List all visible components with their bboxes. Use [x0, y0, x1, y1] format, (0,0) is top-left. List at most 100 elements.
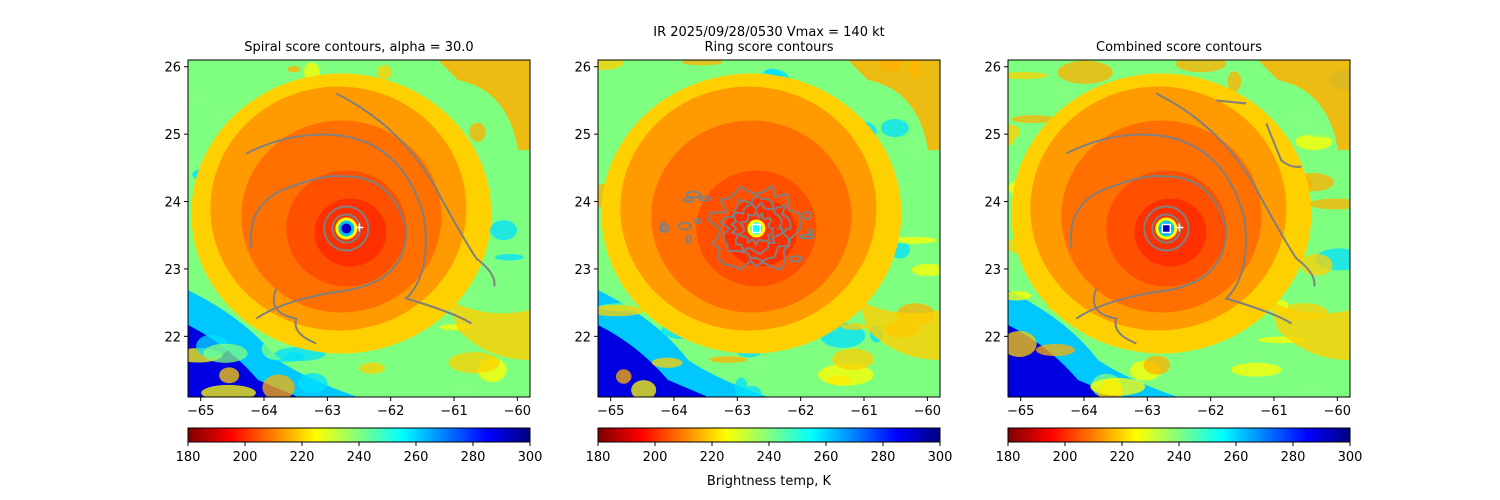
x-tick-label: −64 — [660, 404, 687, 419]
colorbar — [1007, 427, 1351, 443]
panel-title: Ring score contours — [704, 40, 833, 55]
colorbar-tick-label: 220 — [290, 450, 315, 465]
contour-blob — [658, 223, 670, 234]
colorbar-tick-label: 240 — [1167, 450, 1192, 465]
x-tick-label: −60 — [504, 404, 531, 419]
plot-frame — [187, 59, 531, 398]
contour-spiral — [1265, 123, 1302, 168]
colorbar-tick-label: 240 — [347, 450, 372, 465]
y-tick-label: 23 — [164, 263, 181, 278]
contour-spiral — [245, 133, 472, 325]
contour-spiral — [335, 92, 496, 287]
contour-ring — [738, 209, 775, 248]
y-tick-label: 22 — [984, 330, 1001, 345]
x-tick-label: −65 — [1007, 404, 1034, 419]
colorbar-tick-label: 260 — [404, 450, 429, 465]
contour-blob — [698, 195, 712, 202]
x-tick-label: −61 — [1260, 404, 1287, 419]
x-tick-label: −64 — [250, 404, 277, 419]
contour-spiral — [272, 288, 317, 345]
contour-ring — [323, 205, 370, 252]
y-tick-label: 24 — [984, 196, 1001, 211]
colorbar-tick-label: 180 — [586, 450, 611, 465]
contour-ring — [1151, 213, 1182, 244]
ir-image — [598, 60, 940, 397]
colorbar-tick-label: 180 — [176, 450, 201, 465]
contour-spiral — [1075, 175, 1228, 320]
plot-frame — [597, 59, 941, 398]
center-square-marker — [751, 223, 762, 234]
colorbar-tick-label: 240 — [757, 450, 782, 465]
colorbar-tick-label: 280 — [871, 450, 896, 465]
contour-blob — [693, 218, 702, 225]
panel-title: Combined score contours — [1096, 40, 1262, 55]
contour-spiral — [1092, 288, 1137, 345]
x-tick-label: −63 — [314, 404, 341, 419]
y-tick-label: 24 — [574, 196, 591, 211]
y-tick-label: 26 — [164, 61, 181, 76]
center-square-marker — [1161, 223, 1172, 234]
y-tick-label: 22 — [164, 330, 181, 345]
score-contours — [658, 184, 815, 271]
ir-image — [188, 60, 530, 397]
contour-blob — [660, 221, 667, 231]
colorbar-tick-label: 220 — [1110, 450, 1135, 465]
y-tick-label: 26 — [984, 61, 1001, 76]
figure-title: IR 2025/09/28/0530 Vmax = 140 kt — [653, 25, 884, 40]
contour-spiral — [255, 175, 408, 320]
colorbar-tick-label: 180 — [996, 450, 1021, 465]
x-tick-label: −62 — [1197, 404, 1224, 419]
colorbar-tick-label: 280 — [1281, 450, 1306, 465]
colorbar-tick-label: 200 — [1053, 450, 1078, 465]
contour-ring — [718, 193, 792, 263]
contour-spiral — [1065, 133, 1292, 325]
y-tick-label: 24 — [164, 196, 181, 211]
y-tick-label: 23 — [574, 263, 591, 278]
contour-ring — [1143, 205, 1190, 252]
x-tick-label: −65 — [597, 404, 624, 419]
y-tick-label: 25 — [984, 128, 1001, 143]
y-tick-label: 26 — [574, 61, 591, 76]
center-plus-marker — [355, 223, 364, 232]
contour-ring — [707, 184, 802, 271]
center-plus-marker — [1175, 223, 1184, 232]
contour-blob — [685, 190, 702, 199]
colorbar-tick-label: 200 — [643, 450, 668, 465]
x-tick-label: −62 — [377, 404, 404, 419]
contour-spiral — [1155, 92, 1316, 287]
contour-blob — [682, 197, 695, 203]
x-tick-label: −63 — [1134, 404, 1161, 419]
contour-ring — [331, 213, 362, 244]
colorbar-tick-label: 300 — [1338, 450, 1363, 465]
contour-spiral — [1069, 175, 1162, 249]
contour-spiral — [1216, 99, 1247, 105]
y-tick-label: 22 — [574, 330, 591, 345]
plot-frame — [1007, 59, 1351, 398]
colorbar-tick-label: 300 — [518, 450, 543, 465]
panel-1: Spiral score contours, alpha = 30.0 −65 −6… — [164, 40, 543, 465]
x-tick-label: −65 — [187, 404, 214, 419]
panel-2: Ring score contours −65 −64 −63 −62 −61 −60 22 2… — [574, 40, 952, 465]
colorbar-tick-label: 220 — [700, 450, 725, 465]
colorbar-tick-label: 200 — [233, 450, 258, 465]
y-tick-label: 23 — [984, 263, 1001, 278]
x-tick-label: −61 — [440, 404, 467, 419]
contour-blob — [807, 228, 815, 235]
contour-blob — [685, 234, 692, 245]
colorbar-tick-label: 300 — [928, 450, 953, 465]
score-contours — [245, 92, 496, 345]
contour-spiral — [249, 175, 342, 249]
contour-blob — [677, 221, 692, 231]
score-contours — [1065, 92, 1316, 345]
colorbar-tick-label: 260 — [1224, 450, 1249, 465]
colorbar-tick-label: 280 — [461, 450, 486, 465]
y-tick-label: 25 — [164, 128, 181, 143]
panel-3: Combined score contours −65 −64 −63 −62 −61 −6… — [984, 40, 1363, 465]
x-tick-label: −62 — [787, 404, 814, 419]
x-tick-label: −61 — [850, 404, 877, 419]
x-tick-label: −60 — [1324, 404, 1351, 419]
panel-title: Spiral score contours, alpha = 30.0 — [244, 40, 473, 55]
colorbar-label: Brightness temp, K — [707, 474, 832, 489]
colorbar-tick-label: 260 — [814, 450, 839, 465]
